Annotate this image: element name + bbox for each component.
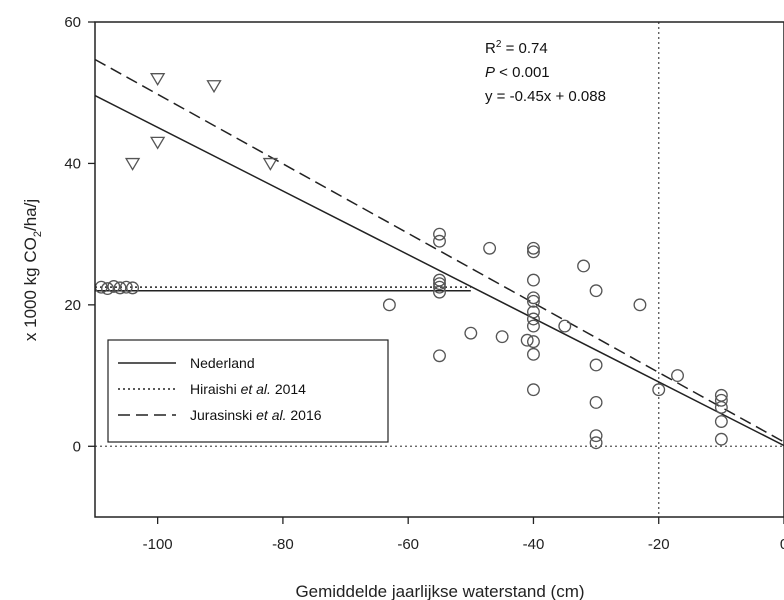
circle-point xyxy=(527,312,540,326)
circle-point xyxy=(714,432,728,446)
plot-frame xyxy=(94,21,784,518)
data-markers xyxy=(94,73,728,450)
triangle-point xyxy=(149,73,166,87)
circle-point xyxy=(107,280,121,293)
r-squared-text: R2 = 0.74 xyxy=(485,39,548,57)
circle-point xyxy=(527,241,540,255)
circle-point xyxy=(464,326,478,340)
circle-point xyxy=(433,349,446,363)
y-tick-label: 60 xyxy=(64,14,81,31)
circle-point xyxy=(119,280,133,294)
circle-point xyxy=(101,282,114,296)
circle-point xyxy=(527,305,540,319)
legend-label: Nederland xyxy=(190,355,255,371)
circle-point xyxy=(433,277,446,291)
x-tick-label: 0 xyxy=(780,536,784,553)
y-tick-label: 20 xyxy=(64,297,81,314)
circle-point xyxy=(589,395,603,409)
circle-point xyxy=(495,330,509,344)
fit-line-dashed xyxy=(94,58,784,443)
circle-point xyxy=(527,347,540,361)
p-value-text: P < 0.001 xyxy=(485,64,550,81)
x-tick-label: -60 xyxy=(397,536,419,553)
axis-ticks: -100 -80 -60 -40 -20 0 0 20 40 60 xyxy=(64,14,784,553)
circle-point xyxy=(589,436,603,450)
circle-point xyxy=(652,383,666,397)
circle-point xyxy=(520,333,534,347)
x-axis-title: Gemiddelde jaarlijkse waterstand (cm) xyxy=(295,582,584,600)
circle-point xyxy=(589,284,603,298)
circle-point xyxy=(433,234,446,248)
reference-lines xyxy=(95,22,784,517)
x-tick-label: -20 xyxy=(648,536,670,553)
circle-point xyxy=(714,400,728,414)
x-tick-label: -80 xyxy=(272,536,294,553)
circle-point xyxy=(527,335,540,349)
circle-point xyxy=(527,319,540,333)
circle-point xyxy=(527,383,540,397)
circle-point xyxy=(433,285,446,299)
circle-point xyxy=(433,280,446,294)
regression-lines xyxy=(94,58,784,447)
legend-label: Hiraishi et al. 2014 xyxy=(190,381,306,397)
triangle-point xyxy=(149,136,166,150)
legend-box xyxy=(107,339,389,443)
circle-point xyxy=(589,358,603,372)
circle-point xyxy=(527,245,540,259)
circle-point xyxy=(113,281,127,295)
circle-point xyxy=(126,281,140,295)
x-tick-label: -100 xyxy=(143,536,173,553)
circle-point xyxy=(714,415,728,428)
legend-label: Jurasinski et al. 2016 xyxy=(190,407,322,423)
triangle-point xyxy=(124,157,141,171)
equation-text: y = -0.45x + 0.088 xyxy=(485,88,606,105)
circle-point xyxy=(633,298,647,312)
circle-point xyxy=(589,429,603,443)
stats-box: R2 = 0.74 P < 0.001 y = -0.45x + 0.088 xyxy=(485,39,606,105)
circle-point xyxy=(382,298,396,312)
circle-point xyxy=(577,259,591,273)
circle-point xyxy=(433,227,446,241)
legend: Nederland Hiraishi et al. 2014 Jurasinski … xyxy=(107,339,389,443)
circle-point xyxy=(714,393,728,407)
y-axis-title: x 1000 kg CO2/ha/j xyxy=(21,199,44,341)
circle-point xyxy=(558,319,572,333)
x-tick-label: -40 xyxy=(523,536,545,553)
circle-point xyxy=(527,291,540,305)
circle-point xyxy=(527,294,540,308)
triangle-point xyxy=(262,157,279,171)
triangle-point xyxy=(206,80,222,94)
y-tick-label: 0 xyxy=(73,438,81,455)
circle-point xyxy=(527,273,540,287)
circle-point xyxy=(671,369,684,383)
y-tick-label: 40 xyxy=(64,155,81,172)
fit-line-solid xyxy=(94,94,784,447)
circle-point xyxy=(483,241,497,255)
